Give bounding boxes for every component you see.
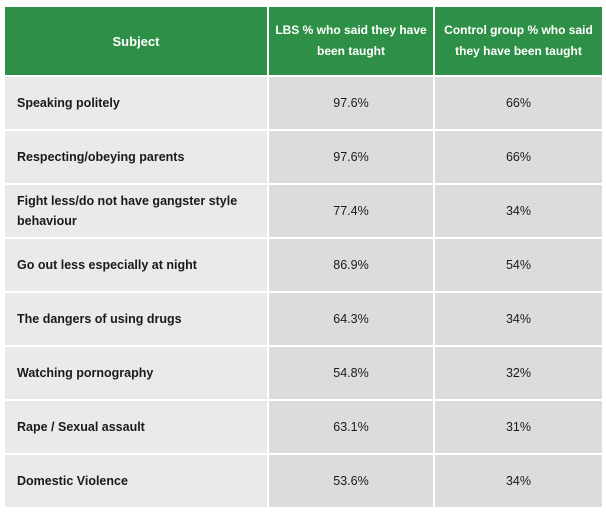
table-row: The dangers of using drugs 64.3% 34% [5, 293, 602, 347]
control-value-cell: 32% [435, 347, 602, 401]
subject-cell: Domestic Violence [5, 455, 269, 509]
lbs-value-cell: 54.8% [269, 347, 435, 401]
subject-cell: Fight less/do not have gangster style be… [5, 185, 269, 239]
table-row: Respecting/obeying parents 97.6% 66% [5, 131, 602, 185]
survey-table-container: Subject LBS % who said they have been ta… [5, 7, 602, 509]
lbs-value-cell: 86.9% [269, 239, 435, 293]
lbs-value-cell: 63.1% [269, 401, 435, 455]
control-value-cell: 34% [435, 293, 602, 347]
subject-cell: Go out less especially at night [5, 239, 269, 293]
table-body: Speaking politely 97.6% 66% Respecting/o… [5, 75, 602, 509]
survey-table: Subject LBS % who said they have been ta… [5, 7, 602, 509]
header-control: Control group % who said they have been … [435, 7, 602, 75]
table-row: Domestic Violence 53.6% 34% [5, 455, 602, 509]
table-row: Rape / Sexual assault 63.1% 31% [5, 401, 602, 455]
subject-cell: The dangers of using drugs [5, 293, 269, 347]
subject-cell: Speaking politely [5, 75, 269, 131]
header-lbs: LBS % who said they have been taught [269, 7, 435, 75]
lbs-value-cell: 53.6% [269, 455, 435, 509]
lbs-value-cell: 97.6% [269, 75, 435, 131]
header-subject: Subject [5, 7, 269, 75]
subject-cell: Rape / Sexual assault [5, 401, 269, 455]
control-value-cell: 66% [435, 75, 602, 131]
control-value-cell: 34% [435, 185, 602, 239]
table-header: Subject LBS % who said they have been ta… [5, 7, 602, 75]
lbs-value-cell: 97.6% [269, 131, 435, 185]
table-row: Fight less/do not have gangster style be… [5, 185, 602, 239]
control-value-cell: 31% [435, 401, 602, 455]
table-row: Watching pornography 54.8% 32% [5, 347, 602, 401]
control-value-cell: 34% [435, 455, 602, 509]
subject-cell: Respecting/obeying parents [5, 131, 269, 185]
lbs-value-cell: 77.4% [269, 185, 435, 239]
header-row: Subject LBS % who said they have been ta… [5, 7, 602, 75]
subject-cell: Watching pornography [5, 347, 269, 401]
lbs-value-cell: 64.3% [269, 293, 435, 347]
table-row: Go out less especially at night 86.9% 54… [5, 239, 602, 293]
table-row: Speaking politely 97.6% 66% [5, 75, 602, 131]
control-value-cell: 54% [435, 239, 602, 293]
control-value-cell: 66% [435, 131, 602, 185]
